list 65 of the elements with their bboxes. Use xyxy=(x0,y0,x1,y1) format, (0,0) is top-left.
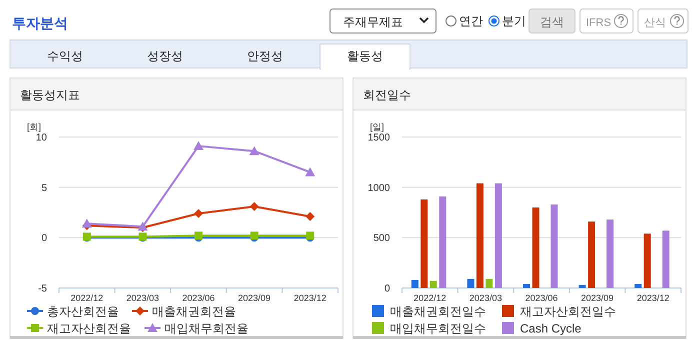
bar xyxy=(430,280,437,288)
text: 연간 xyxy=(459,14,483,28)
bar xyxy=(420,199,428,288)
chart-title: 활동성지표 xyxy=(20,88,80,102)
x-tick-label: 2023/12 xyxy=(636,293,670,303)
point xyxy=(249,146,260,156)
x-tick-label: 2023/03 xyxy=(469,293,502,303)
text: 성장성 xyxy=(147,49,183,63)
bar xyxy=(578,284,586,288)
chart-title: 회전일수 xyxy=(363,88,411,102)
legend-label: Cash Cycle xyxy=(520,322,582,336)
bar xyxy=(606,220,614,288)
bar xyxy=(439,196,446,288)
text: 산식 xyxy=(644,17,666,29)
text: 검색 xyxy=(540,15,564,29)
point xyxy=(194,209,203,218)
point xyxy=(305,167,316,176)
bar xyxy=(523,284,530,288)
y-tick-label: 5 xyxy=(41,182,48,194)
y-tick-label: 1500 xyxy=(368,132,390,144)
point xyxy=(82,218,92,228)
x-tick-label: 2023/09 xyxy=(581,293,614,303)
point xyxy=(250,202,259,211)
bar xyxy=(486,278,493,288)
text: 수익성 xyxy=(47,49,83,63)
bar xyxy=(476,183,484,288)
legend-label: 매입채무회전일수 xyxy=(390,322,486,336)
bar xyxy=(644,234,651,288)
x-tick-label: 2022/12 xyxy=(70,293,104,303)
bar xyxy=(532,207,540,288)
text: 분기 xyxy=(502,14,526,28)
legend-label: 재고자산회전일수 xyxy=(520,304,616,318)
x-tick-label: 2023/03 xyxy=(126,293,159,303)
legend-label: 매출채권회전일수 xyxy=(390,304,486,318)
bar xyxy=(411,280,418,288)
bar xyxy=(494,183,502,288)
bar xyxy=(662,230,670,288)
bar xyxy=(634,284,642,288)
text: 안정성 xyxy=(247,49,283,63)
text: 주재무제표 xyxy=(343,15,403,29)
y-tick-label: 500 xyxy=(373,233,390,244)
y-axis-title: [일] xyxy=(370,122,384,132)
x-tick-label: 2023/12 xyxy=(294,293,326,303)
text: 투자분석 xyxy=(12,15,68,31)
point xyxy=(306,212,315,222)
legend-label: 총자산회전율 xyxy=(47,304,119,318)
bar xyxy=(588,222,596,288)
text: 활동성 xyxy=(347,49,383,63)
bar xyxy=(550,204,558,288)
text: IFRS xyxy=(586,17,612,29)
x-tick-label: 2023/06 xyxy=(525,293,558,303)
y-axis-title: [회] xyxy=(27,122,42,132)
y-tick-label: 10 xyxy=(36,132,48,144)
y-tick-label: -5 xyxy=(38,284,48,294)
x-tick-label: 2023/09 xyxy=(238,293,271,303)
x-tick-label: 2022/12 xyxy=(414,293,446,303)
legend-label: 매출채권회전율 xyxy=(152,304,236,318)
legend-label: 재고자산회전율 xyxy=(47,322,131,336)
y-tick-label: 1000 xyxy=(368,182,390,194)
legend-label: 매입채무회전율 xyxy=(164,322,248,336)
point xyxy=(194,141,204,150)
y-tick-label: 0 xyxy=(41,233,48,244)
bar xyxy=(467,278,474,288)
x-tick-label: 2023/06 xyxy=(182,293,215,303)
y-tick-label: 0 xyxy=(384,284,390,294)
